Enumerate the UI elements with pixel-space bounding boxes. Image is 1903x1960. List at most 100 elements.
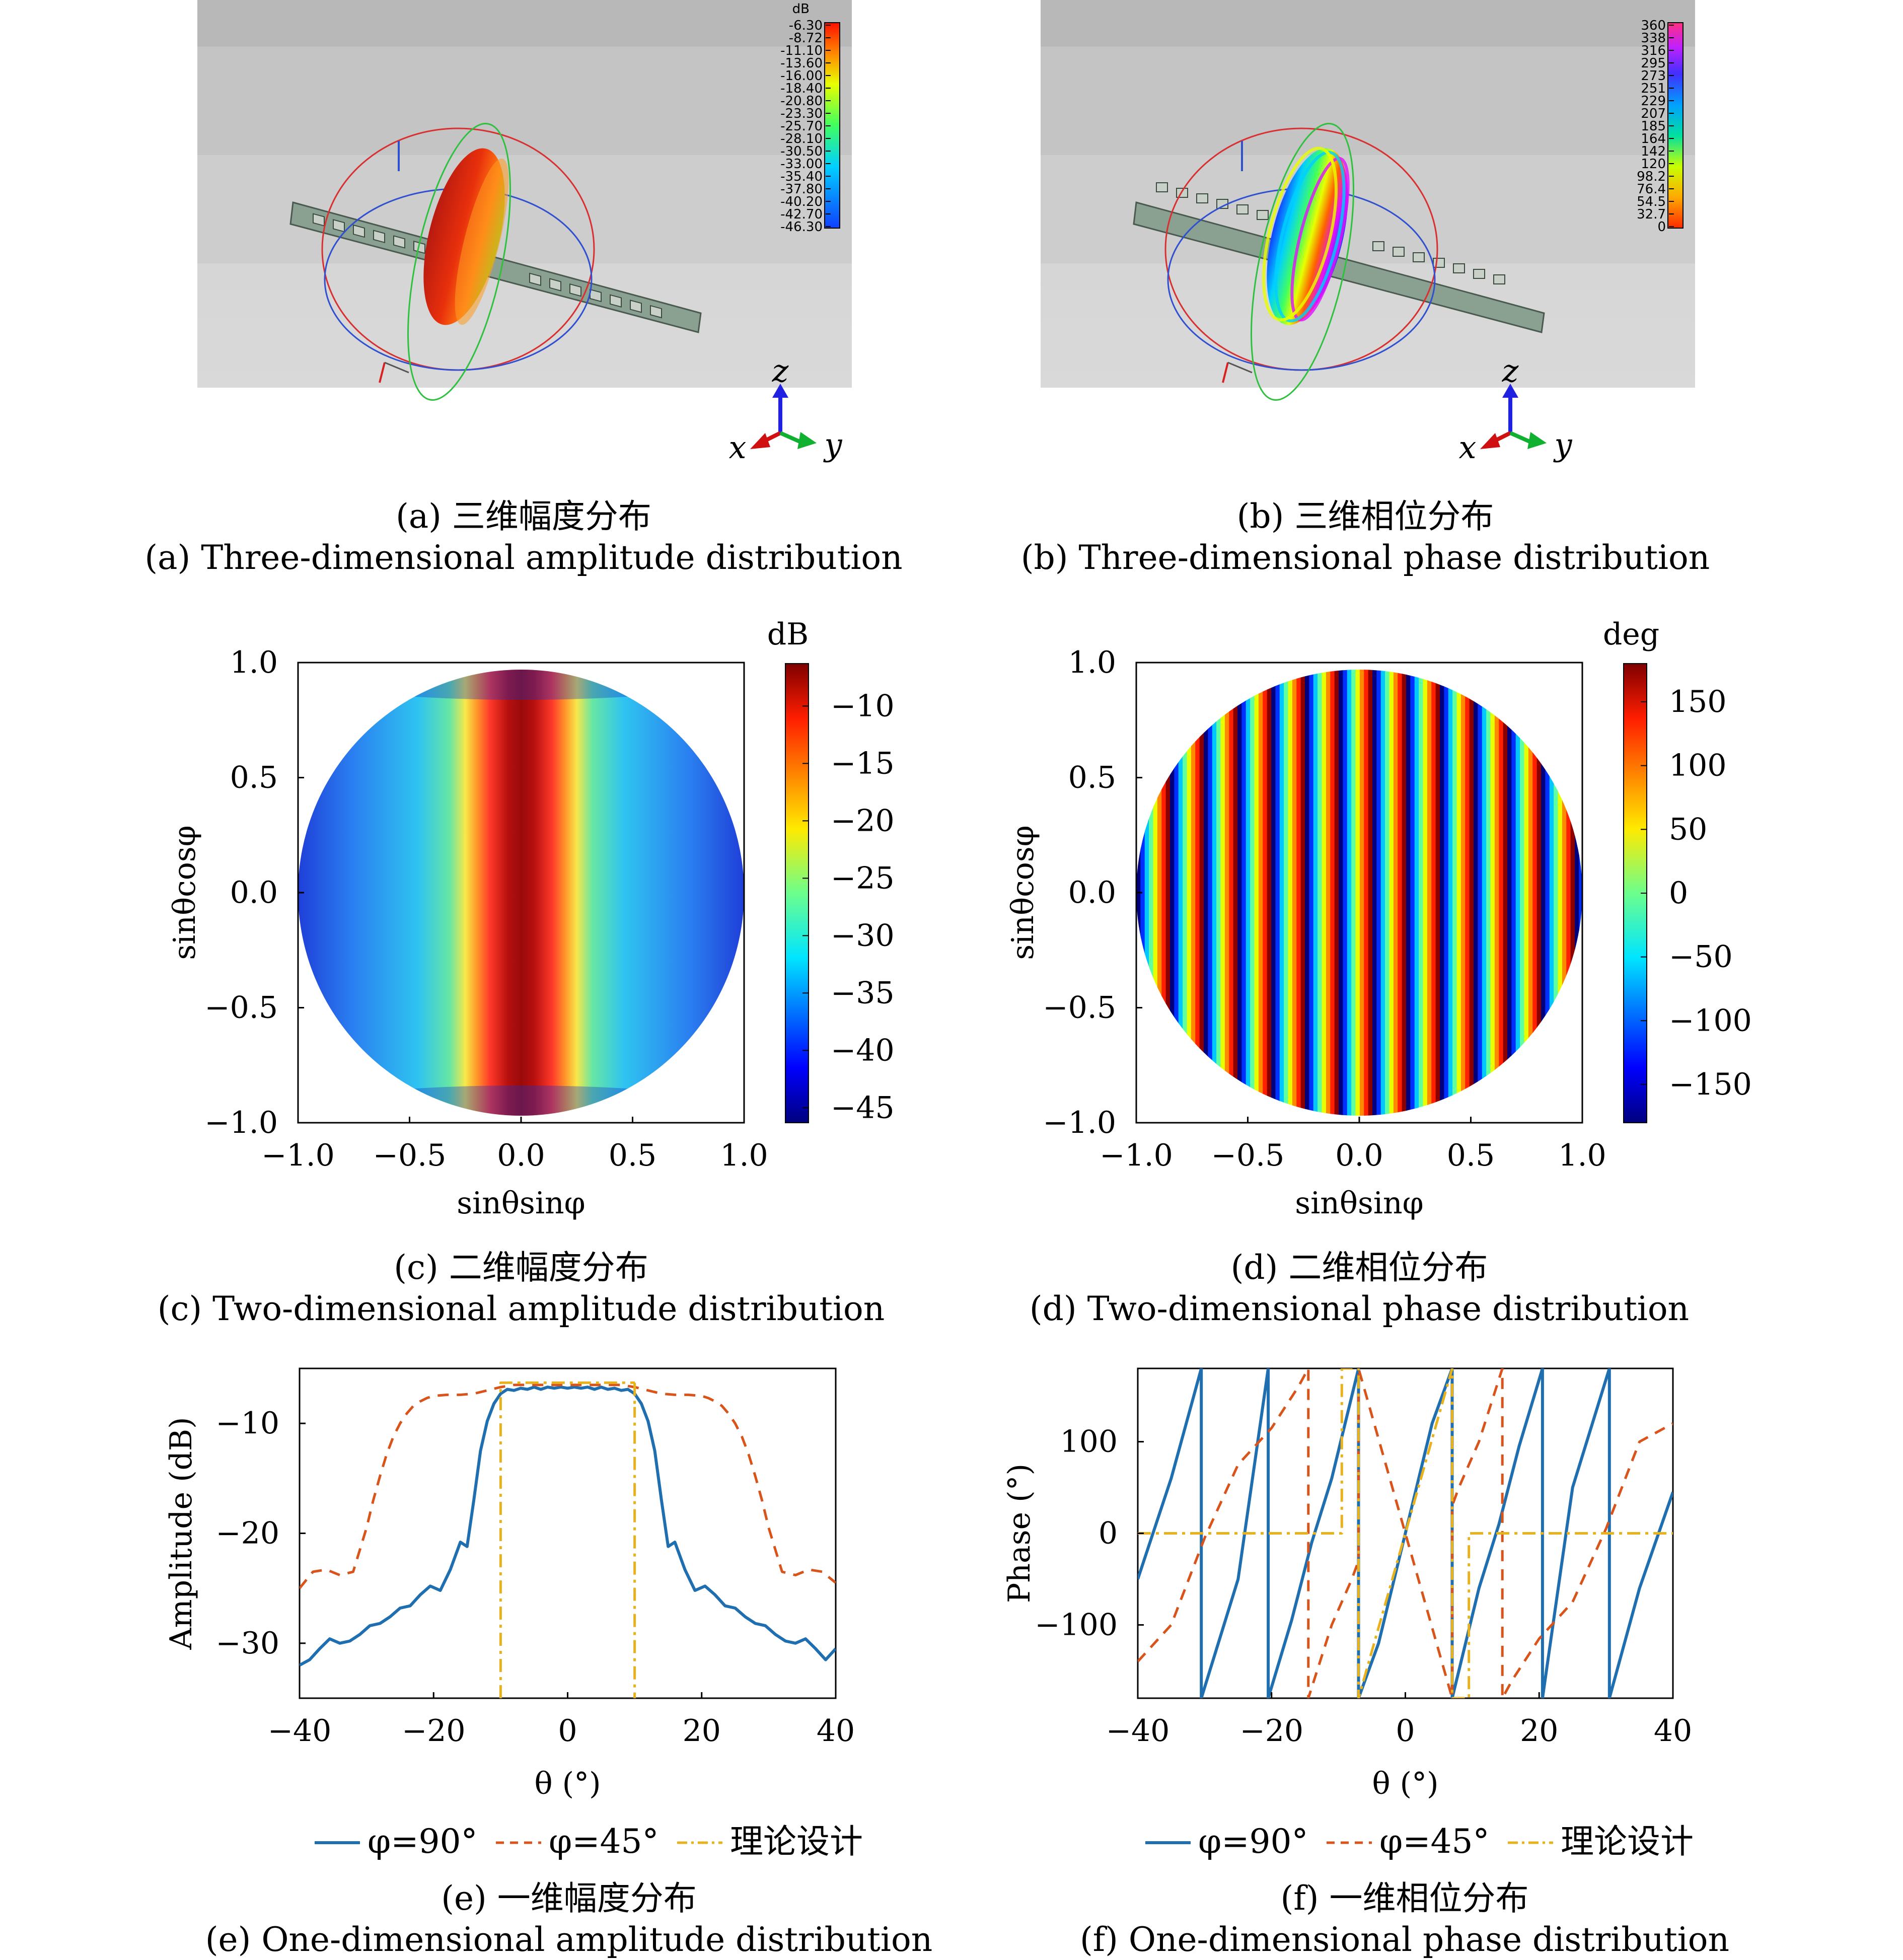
phase-band bbox=[1267, 670, 1272, 1116]
heatmap-c-xtick-label: 0.5 bbox=[609, 1138, 656, 1173]
heatmap-d-cb-tick-label: 0 bbox=[1669, 876, 1688, 911]
line-f-series-2 bbox=[1138, 1368, 1673, 1698]
phase-band bbox=[1351, 670, 1356, 1116]
phase-band bbox=[1376, 670, 1381, 1116]
phase-band bbox=[1233, 670, 1238, 1116]
heatmap-c-cb-tick-label: −45 bbox=[831, 1090, 895, 1125]
line-e-series-3 bbox=[499, 1381, 636, 1698]
triad-a-x: x bbox=[729, 429, 747, 466]
phase-band bbox=[1507, 670, 1512, 1116]
phase-band bbox=[1583, 663, 1588, 1123]
axes-d: −1.0 −0.5 0.0 0.5 1.0 1.0 0.5 0.0 −0.5 −1.0 sinθsi… bbox=[1005, 645, 1752, 1221]
colorbar-b-tick-label: 229 bbox=[1641, 94, 1666, 109]
phase-band bbox=[1220, 670, 1225, 1116]
heatmap-d-xtick-label: −1.0 bbox=[1100, 1138, 1173, 1173]
phase-band bbox=[1254, 670, 1259, 1116]
colorbar-a-tick-label: -13.60 bbox=[780, 56, 823, 71]
line-e-series-1 bbox=[300, 1386, 836, 1667]
scene-x-axis bbox=[379, 362, 386, 383]
colorbar-a-tick-label: -42.70 bbox=[780, 207, 823, 222]
amplitude-field bbox=[298, 670, 744, 1116]
heatmap-c-ytick-label: −0.5 bbox=[204, 990, 278, 1026]
phase-band bbox=[1570, 670, 1575, 1116]
line-f-series-1 bbox=[1138, 1368, 1673, 1698]
colorbar-a-tick-label: -18.40 bbox=[780, 81, 823, 96]
line-f-ytick-label: 0 bbox=[1099, 1516, 1118, 1551]
heatmap-c-cb-tick-label: −10 bbox=[831, 688, 895, 723]
heatmap-c-xtick-label: 1.0 bbox=[720, 1138, 768, 1173]
phase-band bbox=[1444, 670, 1449, 1116]
phase-band bbox=[1326, 670, 1331, 1116]
phase-band bbox=[1165, 670, 1170, 1116]
legend-e-label: φ=90° bbox=[368, 1822, 478, 1861]
colorbar-a-tick-label: -33.00 bbox=[780, 157, 823, 172]
caption-b-cn: (b) 三维相位分布 bbox=[1237, 497, 1494, 536]
heatmap-c-cb-tick-label: −35 bbox=[831, 975, 895, 1010]
colorbar-a-tick-label: -40.20 bbox=[780, 194, 823, 209]
colorbar-b-tick-label: 316 bbox=[1641, 43, 1666, 58]
axes-triad-b: z x y bbox=[1459, 352, 1573, 466]
scene-y-axis bbox=[1227, 361, 1253, 374]
colorbar-b-tick-label: 360 bbox=[1641, 18, 1666, 33]
phase-band bbox=[1596, 663, 1600, 1123]
caption-a-en: (a) Three-dimensional amplitude distribu… bbox=[144, 538, 902, 577]
colorbar-b-tick-label: 142 bbox=[1641, 144, 1666, 159]
caption-e-en: (e) One-dimensional amplitude distributi… bbox=[205, 1920, 932, 1959]
heatmap-c-cb-tick-label: −15 bbox=[831, 746, 895, 781]
heatmap-d-xtick-label: 0.5 bbox=[1447, 1138, 1495, 1173]
heatmap-c-ytick-label: 1.0 bbox=[230, 645, 278, 680]
phase-band bbox=[1499, 670, 1504, 1116]
heatmap-d-xtick-label: 0.0 bbox=[1335, 1138, 1383, 1173]
array-board bbox=[1133, 201, 1545, 333]
colorbar-a-tick-label: -20.80 bbox=[780, 94, 823, 109]
scene-y-axis bbox=[384, 361, 409, 374]
heatmap-d-cb-tick-label: 50 bbox=[1669, 812, 1707, 847]
triad-a-z: z bbox=[772, 352, 789, 389]
heatmap-d-cb-tick-label: −100 bbox=[1669, 1003, 1752, 1038]
axes-e: −40 −20 0 20 40 −10 −20 −30 θ (°) Amplitude (dB) bbox=[164, 1406, 855, 1801]
phase-band bbox=[1486, 670, 1491, 1116]
caption-c-cn: (c) 二维幅度分布 bbox=[394, 1248, 648, 1287]
scene-x-axis bbox=[1222, 362, 1229, 383]
phase-band bbox=[1393, 670, 1399, 1116]
phase-band bbox=[1124, 663, 1128, 1123]
ring-green bbox=[1251, 123, 1354, 401]
caption-e-cn: (e) 一维幅度分布 bbox=[441, 1879, 697, 1918]
lines-f bbox=[1138, 1368, 1673, 1698]
lobe-edge bbox=[455, 158, 509, 325]
caption-f-en: (f) One-dimensional phase distribution bbox=[1080, 1920, 1729, 1959]
legend-e: φ=90° φ=45° 理论设计 bbox=[315, 1822, 863, 1861]
phase-band bbox=[1566, 670, 1571, 1116]
phase-band bbox=[1216, 670, 1221, 1116]
phase-band bbox=[1339, 670, 1344, 1116]
phase-band bbox=[1309, 670, 1314, 1116]
panel-a-3d-amplitude: dB -6.30-8.72-11.10-13.60-16.00-18.40-20… bbox=[144, 0, 903, 577]
line-f-xtick-label: −20 bbox=[1239, 1713, 1303, 1749]
phase-band bbox=[1204, 670, 1209, 1116]
heatmap-d-xlabel: sinθsinφ bbox=[1295, 1186, 1423, 1221]
phase-band bbox=[1385, 670, 1390, 1116]
colorbar-a-tick-label: -28.10 bbox=[780, 131, 823, 147]
line-e-ytick-label: −30 bbox=[215, 1626, 279, 1661]
phase-band bbox=[1423, 670, 1428, 1116]
legend-f-label: φ=90° bbox=[1198, 1822, 1308, 1861]
heatmap-c-ytick-label: 0.5 bbox=[230, 760, 278, 795]
phase-band bbox=[1347, 670, 1352, 1116]
colorbar-b-tick-label: 164 bbox=[1641, 131, 1666, 147]
phase-band bbox=[1212, 670, 1217, 1116]
phase-band bbox=[1448, 670, 1453, 1116]
line-f-ytick-label: 100 bbox=[1060, 1424, 1118, 1460]
phase-band bbox=[1414, 670, 1420, 1116]
phase-band bbox=[1372, 670, 1377, 1116]
phase-band bbox=[1343, 670, 1348, 1116]
phase-band bbox=[1258, 670, 1264, 1116]
phase-band bbox=[1554, 670, 1559, 1116]
heatmap-d-ytick-label: −1.0 bbox=[1043, 1105, 1116, 1140]
line-e-xtick-label: 20 bbox=[683, 1713, 721, 1749]
phase-band bbox=[1368, 670, 1373, 1116]
plot-frame-e bbox=[299, 1367, 837, 1699]
heatmap-d-ytick-label: −0.5 bbox=[1043, 990, 1116, 1026]
panel-d-2d-phase: deg −1.0 −0.5 0.0 0.5 1.0 1.0 0.5 0.0 −0.5 −1.0 si… bbox=[1005, 617, 1752, 1328]
